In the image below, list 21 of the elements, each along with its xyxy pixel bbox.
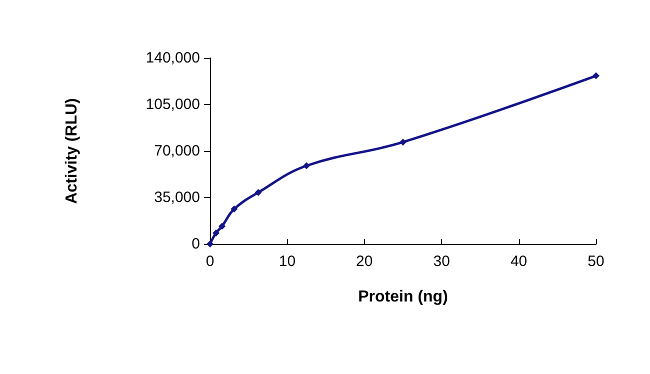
point	[592, 72, 600, 80]
point	[230, 206, 238, 213]
y-tick-label: 105,000	[146, 96, 200, 113]
x-tick-label: 40	[510, 253, 528, 270]
x-tick-label: 0	[206, 253, 214, 270]
y-tick-label: 0	[192, 236, 200, 252]
point	[206, 240, 214, 248]
y-axis-title: Activity (RLU)	[64, 98, 80, 204]
point	[218, 222, 226, 230]
y-tick-label: 70,000	[154, 142, 200, 160]
y-tick-label: 35,000	[154, 189, 200, 206]
x-axis-title: Protein (ng)	[358, 288, 448, 306]
point	[254, 188, 262, 196]
point	[400, 138, 406, 146]
y-tick-label: 140,000	[146, 50, 200, 66]
x-tick-label: 50	[588, 253, 604, 270]
x-tick-label: 30	[433, 253, 450, 270]
x-tick-label: 20	[356, 253, 373, 270]
point	[212, 229, 220, 236]
x-tick-label: 10	[278, 253, 296, 270]
point	[303, 162, 310, 170]
